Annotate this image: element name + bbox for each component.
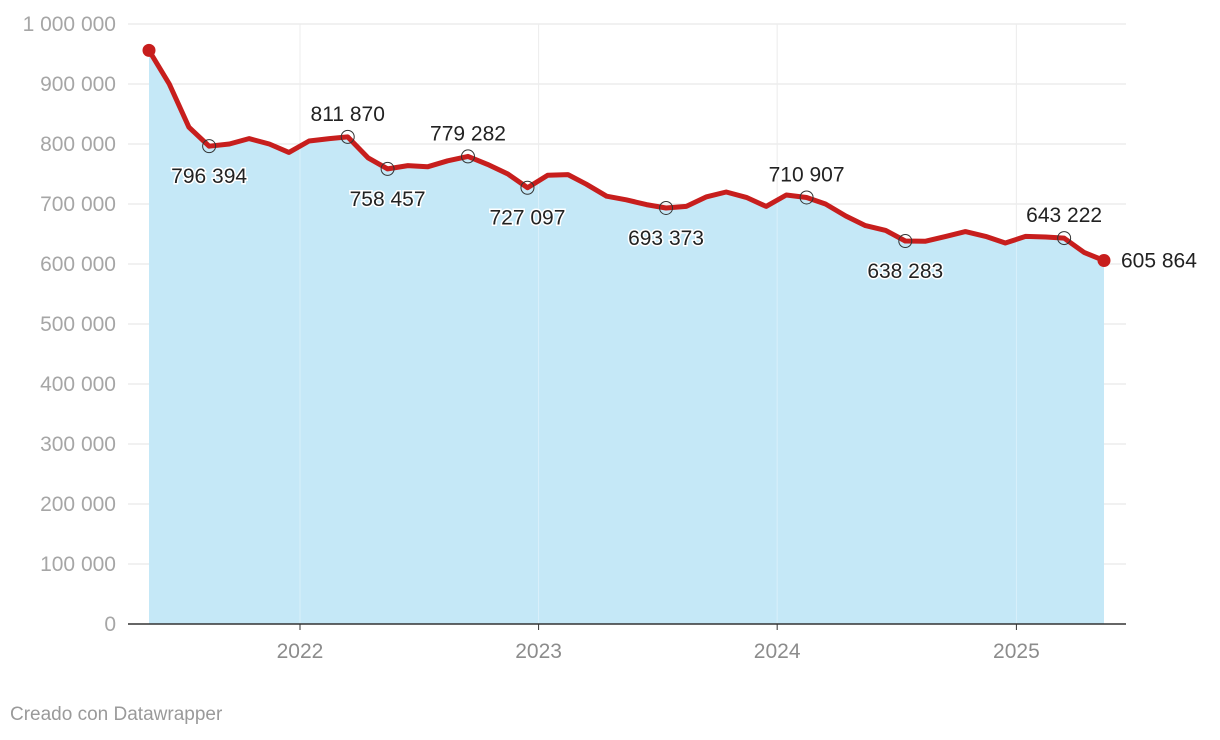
annotation-marker xyxy=(520,180,535,195)
data-label: 727 097 xyxy=(490,207,566,230)
y-tick-label: 500 000 xyxy=(40,313,116,336)
y-tick-label: 700 000 xyxy=(40,193,116,216)
annotation-marker xyxy=(1057,231,1072,246)
annotation-marker xyxy=(898,234,913,249)
annotation-marker xyxy=(659,200,674,215)
data-label: 779 282 xyxy=(430,122,506,145)
x-tick-label: 2025 xyxy=(993,640,1040,663)
line-area-chart: 0 100 000 200 000 300 000 400 000 500 000 600 … xyxy=(23,13,1199,663)
annotation-marker xyxy=(380,161,395,176)
end-point xyxy=(1097,253,1111,267)
x-tick-label: 2023 xyxy=(515,640,562,663)
annotation-marker xyxy=(340,129,355,144)
y-tick-label: 100 000 xyxy=(40,553,116,576)
y-tick-label: 600 000 xyxy=(40,253,116,276)
y-tick-label: 1 000 000 xyxy=(23,13,116,36)
data-label: 758 457 xyxy=(350,188,426,211)
annotation-marker xyxy=(202,139,217,154)
data-label: 643 222 xyxy=(1026,204,1102,227)
data-label: 693 373 xyxy=(628,227,704,250)
data-label: 796 394 xyxy=(171,165,247,188)
series-line xyxy=(146,47,1107,263)
annotation-marker xyxy=(799,190,814,205)
y-tick-label: 900 000 xyxy=(40,73,116,96)
start-point xyxy=(142,43,156,57)
y-tick-label: 300 000 xyxy=(40,433,116,456)
datawrapper-credit[interactable]: Creado con Datawrapper xyxy=(10,704,223,725)
data-label: 605 864 xyxy=(1121,249,1197,272)
y-tick-label: 800 000 xyxy=(40,133,116,156)
data-label: 638 283 xyxy=(867,260,943,283)
area-fill xyxy=(149,50,1104,624)
data-label: 710 907 xyxy=(769,163,845,186)
y-tick-label: 400 000 xyxy=(40,373,116,396)
data-label: 811 870 xyxy=(311,103,385,126)
y-tick-label: 0 xyxy=(104,613,116,636)
annotation-marker xyxy=(460,149,475,164)
x-tick-label: 2022 xyxy=(277,640,324,663)
y-tick-label: 200 000 xyxy=(40,493,116,516)
x-tick-label: 2024 xyxy=(754,640,801,663)
